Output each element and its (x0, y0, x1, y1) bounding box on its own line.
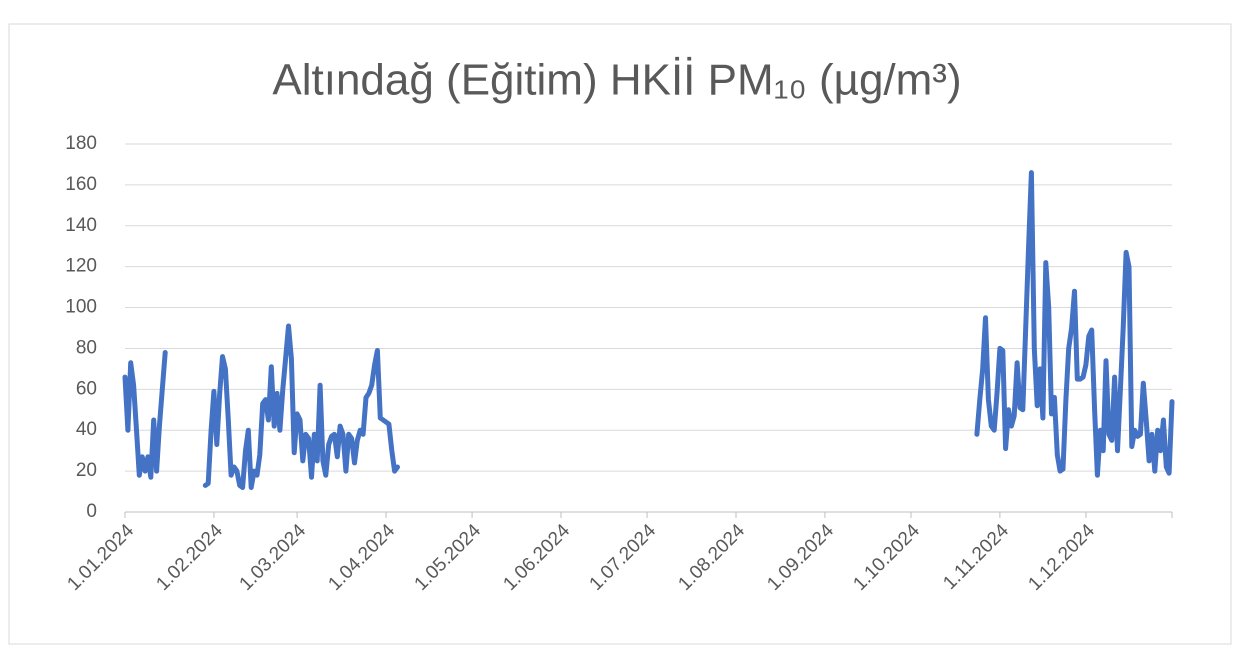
y-tick-label: 180 (65, 133, 97, 154)
y-tick-label: 160 (65, 174, 97, 195)
y-tick-label: 100 (65, 297, 97, 318)
y-tick-label: 60 (76, 378, 97, 399)
y-tick-label: 120 (65, 256, 97, 277)
data-line (122, 170, 1175, 490)
y-tick-label: 20 (76, 460, 97, 481)
y-tick-label: 140 (65, 215, 97, 236)
y-tick-label: 40 (76, 419, 97, 440)
chart-title: Altındağ (Eğitim) HKİİ PM₁₀ (µg/m³) (272, 56, 961, 105)
y-tick-label: 0 (86, 501, 97, 522)
y-tick-label: 80 (76, 337, 97, 358)
